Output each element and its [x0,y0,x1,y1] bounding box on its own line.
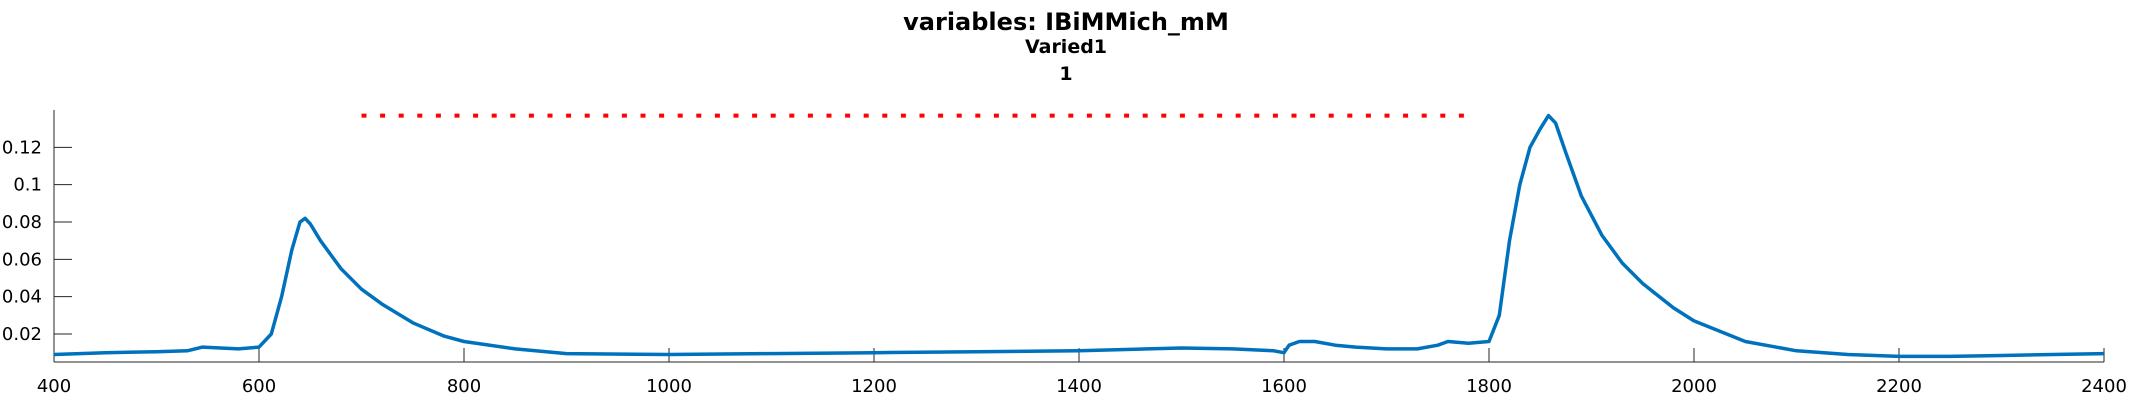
x-tick-label: 2200 [1876,376,1922,397]
y-tick-label: 0.08 [2,212,42,233]
chart-subtitle-1: Varied1 [1025,36,1107,58]
x-tick-label: 2400 [2081,376,2127,397]
plot-area: 400 600 800 1000 1200 1400 1600 1800 2000 2200 240… [2,110,2127,397]
chart-title: variables: IBiMMich_mM [903,8,1229,36]
x-tick-label: 1000 [646,376,692,397]
y-tick-label: 0.06 [2,249,42,270]
chart-subtitle-2: 1 [1059,63,1072,85]
y-tick-label: 0.04 [2,287,42,308]
x-tick-label: 800 [447,376,481,397]
x-tick-label: 1800 [1466,376,1512,397]
x-tick-label: 600 [242,376,276,397]
y-tick-label: 0.1 [13,175,42,196]
data-series-line [53,113,2105,359]
x-tick-label: 400 [37,376,71,397]
y-tick-label: 0.02 [2,324,42,345]
x-tick-label: 1400 [1056,376,1102,397]
y-tick-label: 0.12 [2,137,42,158]
x-tick-label: 1600 [1261,376,1307,397]
x-tick-label: 1200 [851,376,897,397]
x-tick-label: 2000 [1671,376,1717,397]
